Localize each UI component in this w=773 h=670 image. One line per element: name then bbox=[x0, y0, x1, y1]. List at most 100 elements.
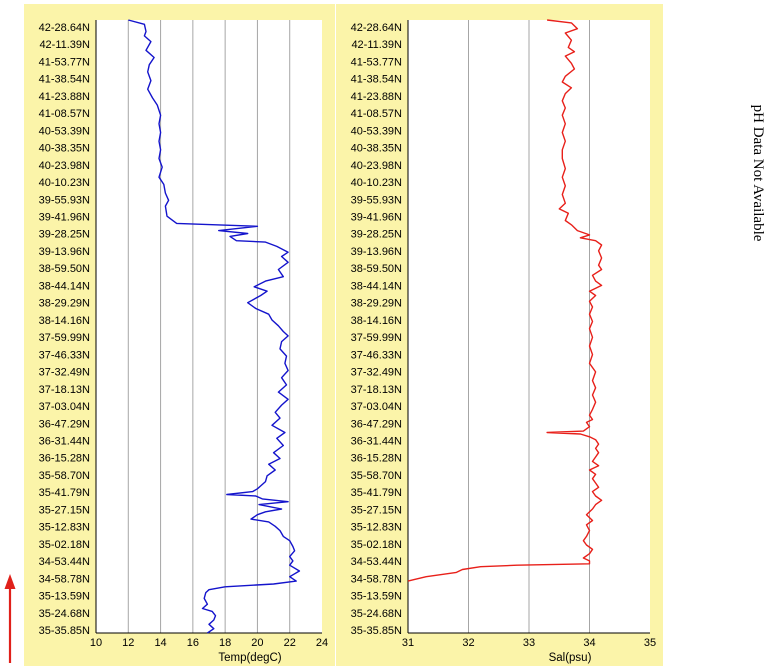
temperature-panel: 42-28.64N 42-11.39N 41-53.77N 41-38.54N 41-2… bbox=[24, 4, 335, 666]
salinity-y-tick-label: 41-53.77N bbox=[351, 56, 402, 68]
temperature-y-tick-label: 35-13.59N bbox=[39, 591, 90, 603]
temperature-y-tick-label: 38-59.50N bbox=[39, 263, 90, 275]
temperature-y-tick-label: 36-15.28N bbox=[39, 453, 90, 465]
salinity-y-tick-label: 34-58.78N bbox=[351, 573, 402, 585]
direction-arrow-head bbox=[4, 574, 16, 589]
salinity-gridlines bbox=[407, 20, 650, 634]
salinity-y-tick-label: 37-32.49N bbox=[351, 367, 402, 379]
salinity-panel: 42-28.64N 42-11.39N 41-53.77N 41-38.54N 41-2… bbox=[336, 4, 663, 666]
temperature-y-tick-label: 39-13.96N bbox=[39, 246, 90, 258]
temperature-y-tick-label: 41-38.54N bbox=[39, 74, 90, 86]
salinity-y-tick-label: 38-29.29N bbox=[351, 298, 402, 310]
temperature-y-tick-label: 35-12.83N bbox=[39, 522, 90, 534]
salinity-y-tick-label: 42-11.39N bbox=[351, 39, 402, 51]
salinity-x-tick-label: 35 bbox=[644, 637, 656, 649]
temperature-y-tick-label: 35-58.70N bbox=[39, 470, 90, 482]
salinity-y-tick-label: 35-41.79N bbox=[351, 487, 402, 499]
salinity-y-tick-label: 39-13.96N bbox=[351, 246, 402, 258]
temperature-y-tick-label: 37-32.49N bbox=[39, 367, 90, 379]
temperature-y-tick-label: 37-18.13N bbox=[39, 384, 90, 396]
temperature-x-tick-label: 10 bbox=[90, 637, 102, 649]
temperature-y-tick-label: 41-08.57N bbox=[39, 108, 90, 120]
temperature-y-tick-label: 35-27.15N bbox=[39, 504, 90, 516]
salinity-y-tick-label: 37-03.04N bbox=[351, 401, 402, 413]
temperature-y-tick-label: 42-28.64N bbox=[39, 22, 90, 34]
temperature-y-tick-label: 40-23.98N bbox=[39, 160, 90, 172]
salinity-y-tick-label: 37-18.13N bbox=[351, 384, 402, 396]
temperature-y-tick-label: 40-38.35N bbox=[39, 143, 90, 155]
temperature-y-tick-label: 35-41.79N bbox=[39, 487, 90, 499]
ph-unavailable-note: pH Data Not Available bbox=[750, 105, 766, 242]
temperature-x-tick-label: 24 bbox=[316, 637, 328, 649]
temperature-y-tick-label: 39-55.93N bbox=[39, 194, 90, 206]
salinity-y-tick-label: 41-08.57N bbox=[351, 108, 402, 120]
salinity-y-tick-label: 36-47.29N bbox=[351, 418, 402, 430]
salinity-y-tick-label: 37-59.99N bbox=[351, 332, 402, 344]
temperature-y-tick-label: 38-44.14N bbox=[39, 280, 90, 292]
salinity-x-axis-label: Sal(psu) bbox=[549, 652, 592, 664]
salinity-y-tick-label: 34-53.44N bbox=[351, 556, 402, 568]
temperature-series bbox=[128, 19, 301, 634]
salinity-y-tick-label: 35-27.15N bbox=[351, 504, 402, 516]
temperature-x-tick-label: 18 bbox=[219, 637, 231, 649]
temperature-gridlines bbox=[95, 20, 322, 634]
salinity-y-tick-label: 42-28.64N bbox=[351, 22, 402, 34]
salinity-y-tick-label: 38-14.16N bbox=[351, 315, 402, 327]
salinity-series bbox=[407, 19, 603, 582]
salinity-x-tick-labels: 31 32 33 34 35 bbox=[402, 637, 656, 649]
salinity-y-tick-label: 41-38.54N bbox=[351, 74, 402, 86]
salinity-y-tick-label: 38-59.50N bbox=[351, 263, 402, 275]
temperature-y-tick-label: 39-41.96N bbox=[39, 212, 90, 224]
temperature-y-tick-label: 39-28.25N bbox=[39, 229, 90, 241]
salinity-y-tick-label: 40-38.35N bbox=[351, 143, 402, 155]
temperature-y-tick-label: 35-24.68N bbox=[39, 608, 90, 620]
salinity-y-tick-label: 36-15.28N bbox=[351, 453, 402, 465]
salinity-y-tick-label: 35-35.85N bbox=[351, 625, 402, 637]
temperature-plot-area bbox=[96, 20, 322, 633]
salinity-y-tick-label: 40-10.23N bbox=[351, 177, 402, 189]
temperature-y-tick-label: 35-02.18N bbox=[39, 539, 90, 551]
temperature-x-tick-label: 14 bbox=[154, 637, 166, 649]
temperature-y-tick-label: 35-35.85N bbox=[39, 625, 90, 637]
salinity-y-tick-label: 35-13.59N bbox=[351, 591, 402, 603]
direction-arrow bbox=[4, 574, 16, 663]
temperature-y-tick-label: 41-53.77N bbox=[39, 56, 90, 68]
temperature-y-tick-label: 36-47.29N bbox=[39, 418, 90, 430]
temperature-y-tick-labels: 42-28.64N 42-11.39N 41-53.77N 41-38.54N 41-2… bbox=[39, 22, 90, 637]
temperature-x-tick-labels: 10 12 14 16 18 20 22 24 bbox=[90, 637, 328, 649]
temperature-y-tick-label: 36-31.44N bbox=[39, 435, 90, 447]
salinity-y-tick-label: 35-02.18N bbox=[351, 539, 402, 551]
salinity-x-tick-label: 31 bbox=[402, 637, 414, 649]
temperature-y-tick-label: 41-23.88N bbox=[39, 91, 90, 103]
temperature-y-tick-label: 38-29.29N bbox=[39, 298, 90, 310]
temperature-y-tick-label: 37-59.99N bbox=[39, 332, 90, 344]
salinity-y-tick-label: 40-23.98N bbox=[351, 160, 402, 172]
temperature-y-tick-label: 42-11.39N bbox=[39, 39, 90, 51]
salinity-y-tick-label: 35-58.70N bbox=[351, 470, 402, 482]
temperature-y-tick-label: 37-46.33N bbox=[39, 349, 90, 361]
temperature-x-tick-label: 16 bbox=[187, 637, 199, 649]
salinity-line bbox=[407, 19, 603, 582]
salinity-y-tick-label: 37-46.33N bbox=[351, 349, 402, 361]
temperature-y-tick-label: 37-03.04N bbox=[39, 401, 90, 413]
salinity-x-tick-label: 34 bbox=[583, 637, 595, 649]
temperature-y-tick-label: 40-53.39N bbox=[39, 125, 90, 137]
temperature-y-tick-label: 40-10.23N bbox=[39, 177, 90, 189]
salinity-y-tick-label: 40-53.39N bbox=[351, 125, 402, 137]
temperature-y-tick-label: 34-53.44N bbox=[39, 556, 90, 568]
temperature-x-tick-label: 12 bbox=[122, 637, 134, 649]
temperature-x-tick-label: 20 bbox=[251, 637, 263, 649]
temperature-x-axis-label: Temp(degC) bbox=[218, 652, 281, 664]
temperature-y-tick-label: 38-14.16N bbox=[39, 315, 90, 327]
temperature-line bbox=[128, 19, 301, 634]
salinity-y-tick-label: 38-44.14N bbox=[351, 280, 402, 292]
temperature-y-tick-label: 34-58.78N bbox=[39, 573, 90, 585]
salinity-y-tick-label: 36-31.44N bbox=[351, 435, 402, 447]
salinity-y-tick-label: 39-41.96N bbox=[351, 212, 402, 224]
salinity-y-tick-label: 35-24.68N bbox=[351, 608, 402, 620]
salinity-y-tick-label: 39-28.25N bbox=[351, 229, 402, 241]
salinity-y-tick-labels: 42-28.64N 42-11.39N 41-53.77N 41-38.54N 41-2… bbox=[351, 22, 402, 637]
temperature-x-tick-label: 22 bbox=[284, 637, 296, 649]
salinity-y-tick-label: 41-23.88N bbox=[351, 91, 402, 103]
